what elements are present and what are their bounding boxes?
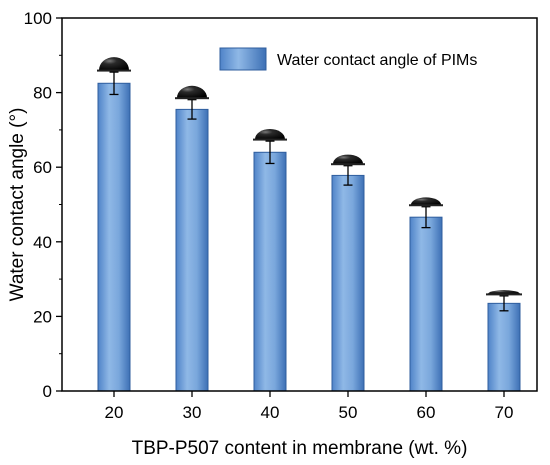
error-bar-60	[421, 206, 431, 229]
x-tick-label-40: 40	[261, 403, 280, 422]
bar-70	[487, 302, 521, 392]
x-axis-title: TBP-P507 content in membrane (wt. %)	[132, 438, 468, 459]
legend-swatch	[219, 47, 267, 71]
bars-group	[97, 82, 521, 392]
y-tick-label-40: 40	[33, 233, 52, 252]
droplet-image-20	[97, 57, 131, 72]
droplet-image-30	[175, 85, 209, 100]
droplet-image-40	[253, 129, 287, 141]
droplet-images-group	[97, 57, 522, 296]
droplet-image-70	[486, 290, 522, 296]
error-bar-20	[109, 71, 119, 96]
bar-30	[175, 108, 209, 392]
x-tick-label-70: 70	[495, 403, 514, 422]
error-bars-group	[109, 71, 509, 312]
y-axis-title: Water contact angle (°)	[7, 108, 28, 302]
x-tick-label-60: 60	[417, 403, 436, 422]
bar-20	[97, 82, 131, 392]
x-tick-label-20: 20	[105, 403, 124, 422]
x-tick-label-50: 50	[339, 403, 358, 422]
bar-50	[331, 174, 365, 392]
legend: Water contact angle of PIMs	[219, 47, 477, 71]
y-tick-label-20: 20	[33, 307, 52, 326]
x-tick-label-30: 30	[183, 403, 202, 422]
y-tick-label-80: 80	[33, 84, 52, 103]
error-bar-70	[499, 295, 509, 312]
y-tick-label-100: 100	[24, 9, 52, 28]
droplet-image-60	[409, 197, 443, 207]
error-bar-40	[265, 140, 275, 165]
bar-40	[253, 151, 287, 392]
plot-frame	[61, 17, 538, 392]
error-bar-50	[343, 165, 353, 186]
y-tick-label-0: 0	[43, 382, 52, 401]
droplet-image-50	[331, 154, 365, 166]
y-tick-label-60: 60	[33, 158, 52, 177]
y-axis: 0 20 40 60 80 100	[24, 9, 62, 401]
bar-60	[409, 216, 443, 392]
error-bar-30	[187, 99, 197, 120]
legend-label: Water contact angle of PIMs	[277, 52, 477, 69]
x-axis: 20 30 40 50 60 70	[105, 391, 514, 422]
